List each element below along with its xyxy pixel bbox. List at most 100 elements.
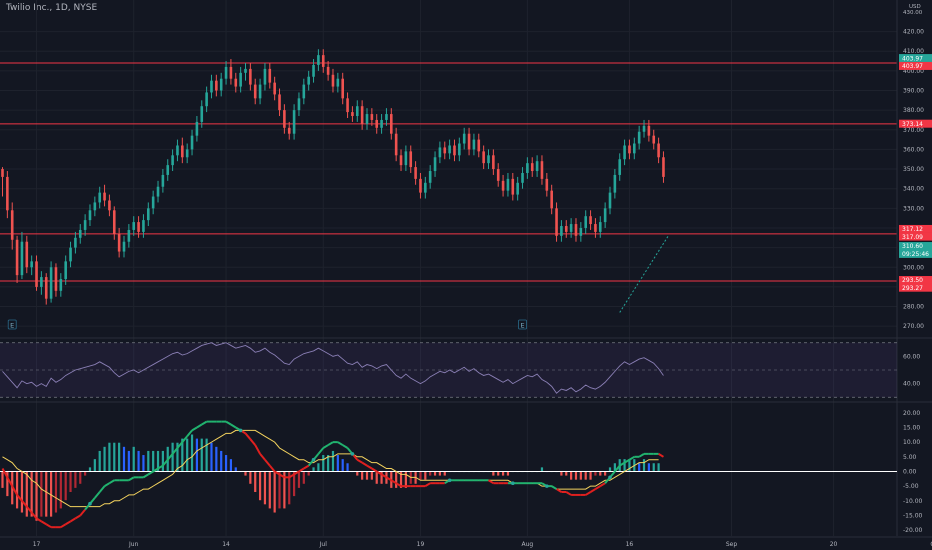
- candle: [540, 155, 544, 185]
- chart-title: Twilio Inc., 1D, NYSE: [6, 3, 98, 13]
- macd-histogram-bar: [103, 446, 106, 472]
- candle: [492, 149, 495, 175]
- macd-line-segment: [74, 514, 81, 520]
- macd-line-segment: [594, 485, 601, 490]
- candle-body: [414, 167, 417, 179]
- candle: [336, 72, 340, 93]
- macd-histogram-bar: [293, 471, 296, 497]
- candle-body: [477, 139, 481, 152]
- candle: [258, 78, 262, 105]
- macd-histogram-bar: [346, 463, 349, 472]
- macd-line-segment: [619, 461, 626, 467]
- macd-histogram-bar: [142, 455, 145, 472]
- macd-histogram-bar: [312, 467, 315, 472]
- macd-line-segment: [551, 485, 558, 490]
- candle-body: [341, 78, 344, 99]
- candle: [385, 108, 388, 126]
- candle: [574, 218, 578, 242]
- macd-line-segment: [60, 523, 67, 529]
- macd-cross-dot: [545, 484, 549, 488]
- candle: [448, 139, 451, 160]
- candle: [151, 190, 155, 215]
- candle: [579, 222, 583, 242]
- macd-histogram-bar: [15, 471, 19, 509]
- candle: [608, 186, 612, 215]
- candle: [292, 104, 296, 140]
- candle-body: [112, 210, 116, 234]
- price-tag-bg: [899, 54, 932, 63]
- macd-line-segment: [658, 453, 664, 458]
- price-tag-bg: [899, 283, 932, 292]
- macd-line-segment: [30, 511, 38, 520]
- candle: [195, 116, 199, 142]
- macd-line-segment: [624, 458, 630, 464]
- macd-histogram-bar: [190, 434, 194, 472]
- macd-cross-dot: [511, 481, 515, 486]
- time-axis-label: 14: [222, 541, 230, 548]
- macd-histogram-bar: [492, 471, 495, 476]
- candle-body: [239, 72, 242, 87]
- candle: [521, 167, 524, 189]
- price-axis-label: 270.00: [903, 323, 924, 330]
- candle: [526, 157, 529, 179]
- macd-line-segment: [337, 441, 344, 446]
- candle-body: [244, 68, 247, 73]
- macd-histogram-bar: [375, 471, 378, 484]
- candle: [117, 227, 121, 258]
- candle: [399, 149, 403, 172]
- candle: [550, 184, 553, 215]
- macd-histogram-bar: [424, 471, 427, 480]
- candle-body: [657, 143, 660, 158]
- macd-line-segment: [556, 488, 562, 493]
- candle-body: [448, 145, 451, 154]
- macd-line-segment: [269, 464, 276, 473]
- candle: [1, 167, 4, 197]
- macd-line-segment: [196, 423, 203, 429]
- candle: [181, 137, 184, 164]
- macd-histogram-bar: [288, 471, 291, 505]
- macd-histogram-bar: [570, 471, 573, 480]
- candle-body: [137, 222, 140, 232]
- macd-histogram-bar: [628, 459, 631, 472]
- price-tag: 317.09: [899, 232, 932, 241]
- candle: [219, 72, 223, 97]
- price-axis-label: 300.00: [903, 264, 924, 271]
- candle-body: [147, 208, 150, 221]
- macd-histogram-bar: [497, 471, 500, 476]
- macd-line-segment: [166, 453, 174, 461]
- macd-histogram-bar: [370, 471, 373, 480]
- macd-line-segment: [274, 470, 281, 476]
- candle: [428, 165, 432, 189]
- candle-body: [219, 78, 223, 91]
- macd-line-segment: [181, 435, 188, 443]
- candle: [365, 108, 369, 130]
- candle: [438, 141, 442, 164]
- macd-histogram-bar: [161, 450, 164, 472]
- candle-body: [564, 226, 568, 232]
- macd-histogram-bar: [443, 471, 446, 476]
- macd-line-segment: [40, 520, 47, 526]
- candle: [35, 255, 38, 291]
- candle: [462, 127, 466, 150]
- macd-histogram-bar: [127, 450, 130, 472]
- candle: [176, 139, 179, 162]
- price-axis-label: 350.00: [903, 166, 924, 173]
- macd-line-segment: [201, 420, 208, 426]
- candle-body: [443, 147, 447, 154]
- candle: [54, 263, 58, 297]
- candle-body: [10, 210, 14, 240]
- candle-body: [83, 220, 87, 230]
- candle: [487, 149, 490, 170]
- candle-body: [103, 192, 106, 201]
- candle: [467, 127, 471, 156]
- macd-line-segment: [376, 470, 383, 476]
- candle-body: [283, 110, 286, 128]
- candle-body: [78, 229, 82, 238]
- macd-histogram-bar: [113, 442, 116, 472]
- candle: [360, 100, 364, 130]
- candle-body: [438, 147, 442, 158]
- candle: [598, 216, 602, 238]
- macd-line-segment: [487, 479, 494, 485]
- macd-histogram-bar: [506, 471, 510, 476]
